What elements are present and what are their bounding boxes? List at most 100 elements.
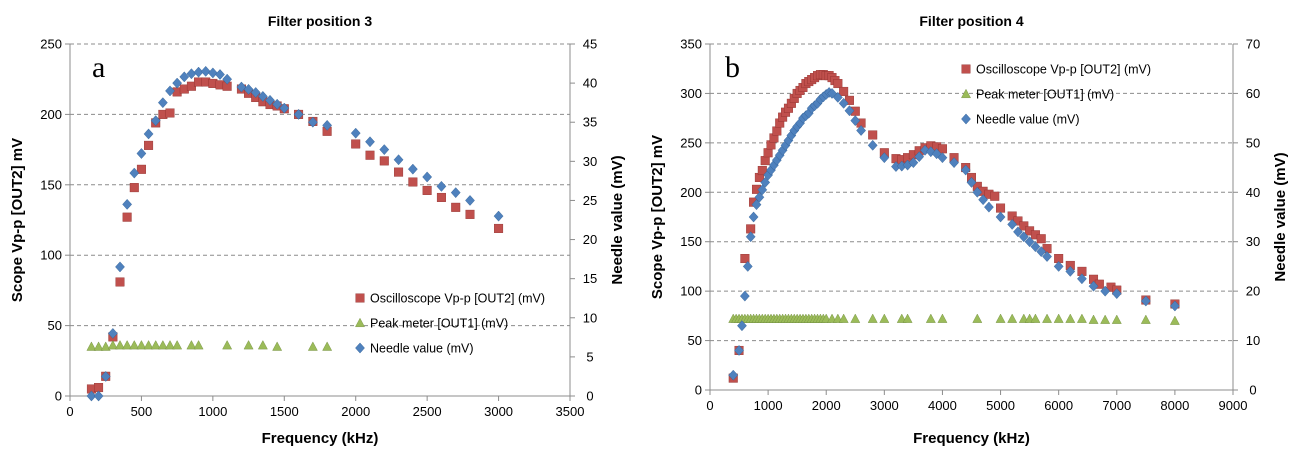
y2-tick-label: 60: [1246, 86, 1260, 101]
data-point: [1042, 313, 1052, 323]
x-tick-label: 2000: [812, 398, 841, 413]
data-point: [115, 340, 125, 350]
legend-marker: [961, 88, 971, 99]
data-point: [136, 164, 146, 174]
data-point: [754, 191, 765, 203]
y2-tick-label: 40: [1246, 185, 1260, 200]
series-square: [728, 70, 1180, 383]
data-point: [972, 186, 983, 198]
y2-tick-label: 50: [1246, 135, 1260, 150]
y2-tick-label: 20: [583, 232, 597, 247]
data-point: [350, 127, 361, 139]
data-point: [307, 341, 318, 351]
y-tick-label: 200: [40, 107, 62, 122]
legend-marker: [961, 64, 971, 74]
data-point: [115, 277, 125, 287]
y2-tick-label: 40: [583, 76, 597, 91]
data-point: [365, 136, 375, 148]
data-point: [193, 340, 204, 350]
y2-tick-label: 10: [583, 310, 597, 325]
data-point: [960, 164, 971, 176]
data-point: [272, 98, 283, 110]
chart-title: Filter position 3: [268, 13, 372, 29]
data-point: [844, 105, 855, 117]
data-point: [107, 340, 118, 350]
data-point: [493, 210, 504, 222]
data-point: [1111, 314, 1122, 324]
data-point: [222, 73, 233, 85]
data-point: [1018, 231, 1029, 243]
legend-label: Peak meter [OUT1] (mV): [976, 88, 1114, 102]
data-point: [86, 341, 97, 351]
data-point: [966, 177, 977, 188]
data-point: [937, 152, 948, 164]
y2-axis-title: Needle value (mV): [609, 155, 626, 284]
data-point: [365, 150, 375, 160]
data-point: [908, 157, 919, 169]
data-point: [1053, 261, 1064, 272]
panel-letter: b: [725, 51, 740, 84]
data-point: [322, 119, 333, 131]
data-point: [436, 192, 446, 202]
data-point: [351, 139, 361, 149]
data-point: [186, 340, 197, 350]
x-tick-label: 5000: [986, 398, 1015, 413]
data-point: [1076, 313, 1087, 323]
data-point: [157, 340, 168, 350]
legend-marker: [355, 293, 365, 303]
data-point: [1042, 251, 1052, 262]
data-point: [902, 313, 913, 323]
y2-tick-label: 35: [583, 115, 597, 130]
data-point: [1140, 295, 1151, 307]
data-point: [914, 151, 925, 163]
data-point: [322, 341, 333, 351]
x-tick-label: 2500: [413, 404, 442, 419]
y2-tick-label: 30: [1246, 234, 1260, 249]
data-point: [215, 69, 225, 80]
data-point: [745, 231, 756, 243]
data-point: [150, 115, 161, 127]
data-point: [136, 148, 147, 159]
data-point: [136, 340, 147, 350]
x-tick-label: 500: [131, 404, 153, 419]
data-point: [972, 313, 983, 323]
data-point: [850, 115, 861, 127]
x-tick-label: 8000: [1160, 398, 1189, 413]
x-tick-label: 3000: [484, 404, 513, 419]
data-point: [115, 261, 125, 273]
x-tick-label: 1000: [198, 404, 227, 419]
data-point: [879, 313, 890, 323]
series-diamond: [86, 65, 504, 402]
data-point: [93, 390, 104, 402]
data-point: [494, 223, 504, 233]
data-point: [748, 211, 759, 223]
data-point: [996, 203, 1006, 213]
series-diamond: [728, 87, 1180, 381]
data-point: [737, 320, 747, 332]
data-point: [937, 313, 948, 323]
data-point: [257, 91, 268, 102]
y-tick-label: 200: [680, 185, 702, 200]
data-point: [833, 79, 843, 89]
data-point: [122, 212, 132, 222]
data-point: [86, 390, 97, 402]
data-point: [1007, 219, 1018, 230]
data-point: [100, 341, 111, 351]
data-point: [1053, 313, 1064, 323]
data-point: [763, 148, 773, 158]
legend: Oscilloscope Vp-p [OUT2] (mV) Peak meter …: [355, 292, 545, 356]
y-tick-label: 0: [55, 389, 62, 404]
data-point: [856, 125, 866, 136]
data-point: [165, 340, 175, 350]
legend-label: Needle value (mV): [976, 113, 1080, 127]
data-point: [129, 340, 140, 350]
y2-tick-label: 20: [1246, 284, 1260, 299]
data-point: [1030, 313, 1041, 323]
data-point: [172, 77, 183, 89]
y2-tick-label: 5: [586, 349, 593, 364]
data-point: [925, 313, 936, 323]
data-point: [838, 97, 849, 109]
data-point: [867, 139, 878, 151]
data-point: [129, 183, 139, 193]
